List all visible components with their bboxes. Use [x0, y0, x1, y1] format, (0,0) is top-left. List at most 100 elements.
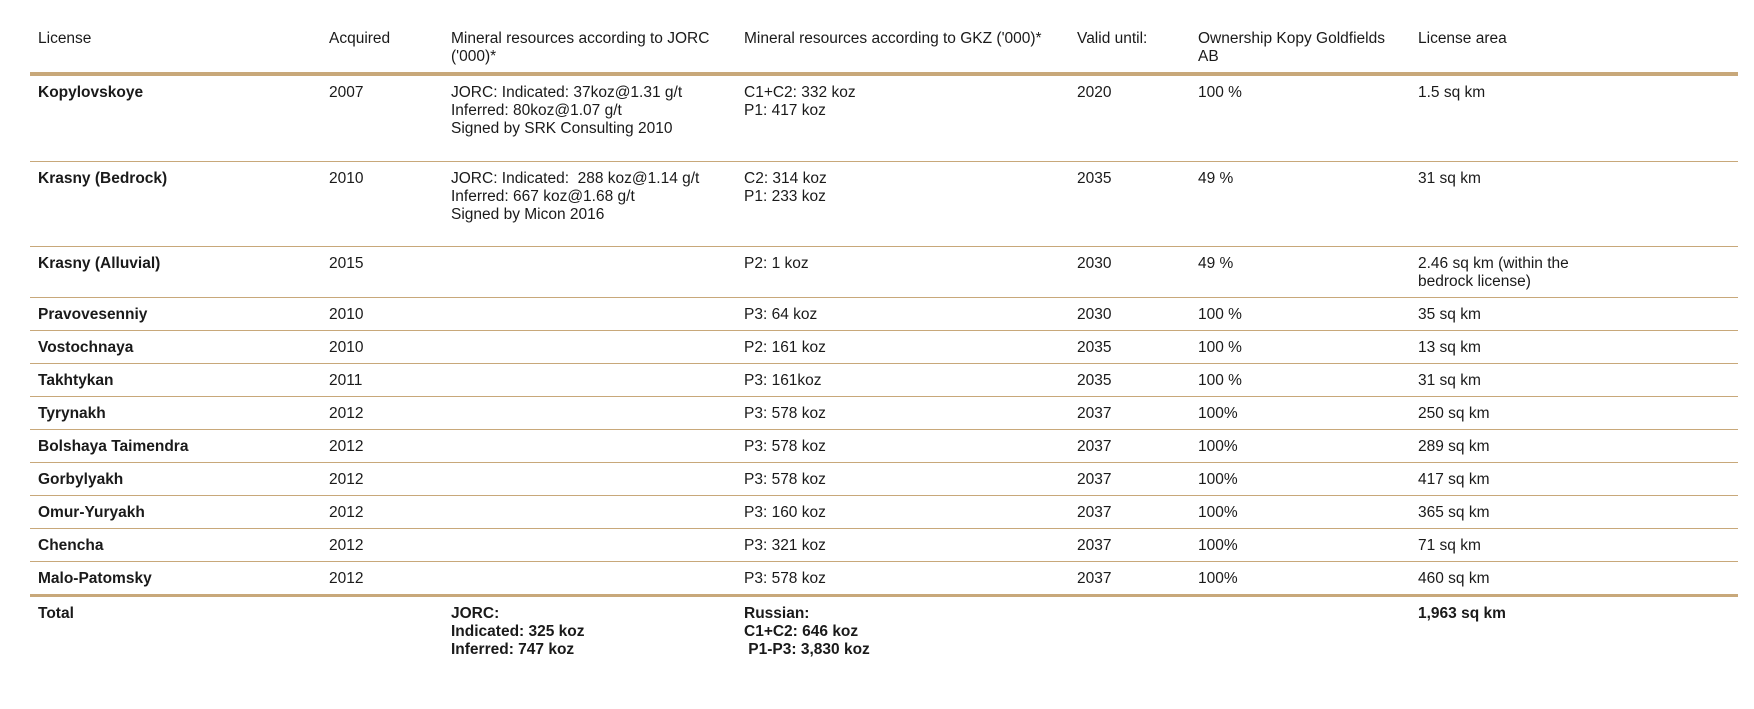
ownership: 100 % — [1198, 84, 1242, 101]
ownership: 100 % — [1198, 306, 1242, 323]
table-row: Kopylovskoye 2007 JORC: Indicated: 37koz… — [30, 74, 1738, 162]
valid-until: 2037 — [1077, 570, 1112, 587]
table-row: Omur-Yuryakh 2012 P3: 160 koz 2037 100% … — [30, 496, 1738, 529]
table-header-row: License Acquired Mineral resources accor… — [30, 28, 1738, 74]
license-area: 2.46 sq km (within the bedrock license) — [1410, 247, 1738, 298]
ownership: 100% — [1198, 504, 1238, 521]
jorc-cell: JORC: Indicated: 37koz@1.31 g/t Inferred… — [443, 74, 736, 162]
area-line: 2.46 sq km (within the — [1418, 255, 1569, 272]
header-gkz: Mineral resources according to GKZ ('000… — [744, 30, 1042, 47]
ownership: 49 % — [1198, 255, 1234, 272]
table-row: Krasny (Alluvial) 2015 P2: 1 koz 2030 49… — [30, 247, 1738, 298]
license-area: 31 sq km — [1418, 170, 1481, 187]
valid-until: 2035 — [1077, 339, 1112, 356]
table-row: Malo-Patomsky 2012 P3: 578 koz 2037 100%… — [30, 562, 1738, 596]
total-row: Total JORC: Indicated: 325 koz Inferred:… — [30, 596, 1738, 666]
total-gkz-line: Russian: — [744, 605, 810, 622]
jorc-cell — [443, 529, 736, 562]
jorc-line: JORC: Indicated: 288 koz@1.14 g/t — [451, 170, 700, 187]
ownership: 100% — [1198, 537, 1238, 554]
header-jorc: Mineral resources according to JORC ('00… — [451, 30, 710, 65]
valid-until: 2035 — [1077, 170, 1112, 187]
valid-until: 2030 — [1077, 255, 1112, 272]
license-name: Kopylovskoye — [38, 84, 144, 101]
acquired-year: 2012 — [329, 537, 364, 554]
table-row: Gorbylyakh 2012 P3: 578 koz 2037 100% 41… — [30, 463, 1738, 496]
valid-until: 2037 — [1077, 471, 1112, 488]
jorc-line: Signed by Micon 2016 — [451, 206, 605, 223]
acquired-year: 2012 — [329, 405, 364, 422]
license-name: Gorbylyakh — [38, 471, 124, 488]
gkz-cell: P3: 578 koz — [744, 438, 826, 455]
total-jorc-line: Indicated: 325 koz — [451, 623, 585, 640]
gkz-cell: P3: 160 koz — [744, 504, 826, 521]
license-name: Malo-Patomsky — [38, 570, 152, 587]
gkz-cell: P3: 578 koz — [744, 570, 826, 587]
total-acquired — [321, 596, 443, 666]
valid-until: 2037 — [1077, 405, 1112, 422]
total-area: 1,963 sq km — [1418, 605, 1506, 622]
jorc-line: Inferred: 80koz@1.07 g/t — [451, 102, 622, 119]
acquired-year: 2010 — [329, 339, 364, 356]
license-area: 13 sq km — [1418, 339, 1481, 356]
jorc-cell — [443, 364, 736, 397]
total-ownership — [1190, 596, 1410, 666]
table-row: Chencha 2012 P3: 321 koz 2037 100% 71 sq… — [30, 529, 1738, 562]
gkz-cell: P3: 321 koz — [744, 537, 826, 554]
license-name: Takhtykan — [38, 372, 114, 389]
ownership: 100 % — [1198, 372, 1242, 389]
acquired-year: 2012 — [329, 471, 364, 488]
table-row: Takhtykan 2011 P3: 161koz 2035 100 % 31 … — [30, 364, 1738, 397]
gkz-cell: P3: 578 koz — [744, 471, 826, 488]
license-area: 365 sq km — [1418, 504, 1490, 521]
license-area: 35 sq km — [1418, 306, 1481, 323]
table-row: Vostochnaya 2010 P2: 161 koz 2035 100 % … — [30, 331, 1738, 364]
gkz-line: P1: 417 koz — [744, 102, 826, 119]
license-name: Chencha — [38, 537, 104, 554]
ownership: 49 % — [1198, 170, 1234, 187]
acquired-year: 2012 — [329, 504, 364, 521]
ownership: 100 % — [1198, 339, 1242, 356]
gkz-cell: P3: 161koz — [744, 372, 822, 389]
total-valid — [1069, 596, 1190, 666]
ownership: 100% — [1198, 570, 1238, 587]
gkz-cell: P2: 1 koz — [744, 255, 809, 272]
total-label: Total — [38, 605, 74, 622]
total-gkz-line: P1-P3: 3,830 koz — [744, 641, 870, 658]
license-table: License Acquired Mineral resources accor… — [30, 28, 1738, 665]
jorc-cell — [443, 463, 736, 496]
valid-until: 2037 — [1077, 438, 1112, 455]
license-name: Krasny (Bedrock) — [38, 170, 168, 187]
acquired-year: 2012 — [329, 438, 364, 455]
header-ownership: Ownership Kopy Goldfields AB — [1198, 30, 1385, 65]
jorc-line: Signed by SRK Consulting 2010 — [451, 120, 673, 137]
total-jorc-line: JORC: — [451, 605, 500, 622]
acquired-year: 2010 — [329, 306, 364, 323]
license-area: 1.5 sq km — [1418, 84, 1486, 101]
total-gkz-line: C1+C2: 646 koz — [744, 623, 859, 640]
header-acquired: Acquired — [329, 30, 391, 47]
valid-until: 2030 — [1077, 306, 1112, 323]
gkz-cell: C2: 314 koz P1: 233 koz — [736, 162, 1069, 247]
ownership: 100% — [1198, 471, 1238, 488]
jorc-cell — [443, 562, 736, 596]
jorc-cell — [443, 331, 736, 364]
license-name: Bolshaya Taimendra — [38, 438, 189, 455]
valid-until: 2037 — [1077, 504, 1112, 521]
acquired-year: 2010 — [329, 170, 364, 187]
jorc-line: Inferred: 667 koz@1.68 g/t — [451, 188, 635, 205]
total-gkz: Russian: C1+C2: 646 koz P1-P3: 3,830 koz — [736, 596, 1069, 666]
license-area: 31 sq km — [1418, 372, 1481, 389]
acquired-year: 2015 — [329, 255, 364, 272]
jorc-cell: JORC: Indicated: 288 koz@1.14 g/t Inferr… — [443, 162, 736, 247]
gkz-line: C2: 314 koz — [744, 170, 827, 187]
ownership: 100% — [1198, 438, 1238, 455]
table-row: Bolshaya Taimendra 2012 P3: 578 koz 2037… — [30, 430, 1738, 463]
license-name: Vostochnaya — [38, 339, 134, 356]
gkz-cell: P2: 161 koz — [744, 339, 826, 356]
jorc-line: JORC: Indicated: 37koz@1.31 g/t — [451, 84, 683, 101]
table-row: Pravovesenniy 2010 P3: 64 koz 2030 100 %… — [30, 298, 1738, 331]
license-area: 417 sq km — [1418, 471, 1490, 488]
header-license: License — [38, 30, 92, 47]
header-license-area: License area — [1418, 30, 1507, 47]
